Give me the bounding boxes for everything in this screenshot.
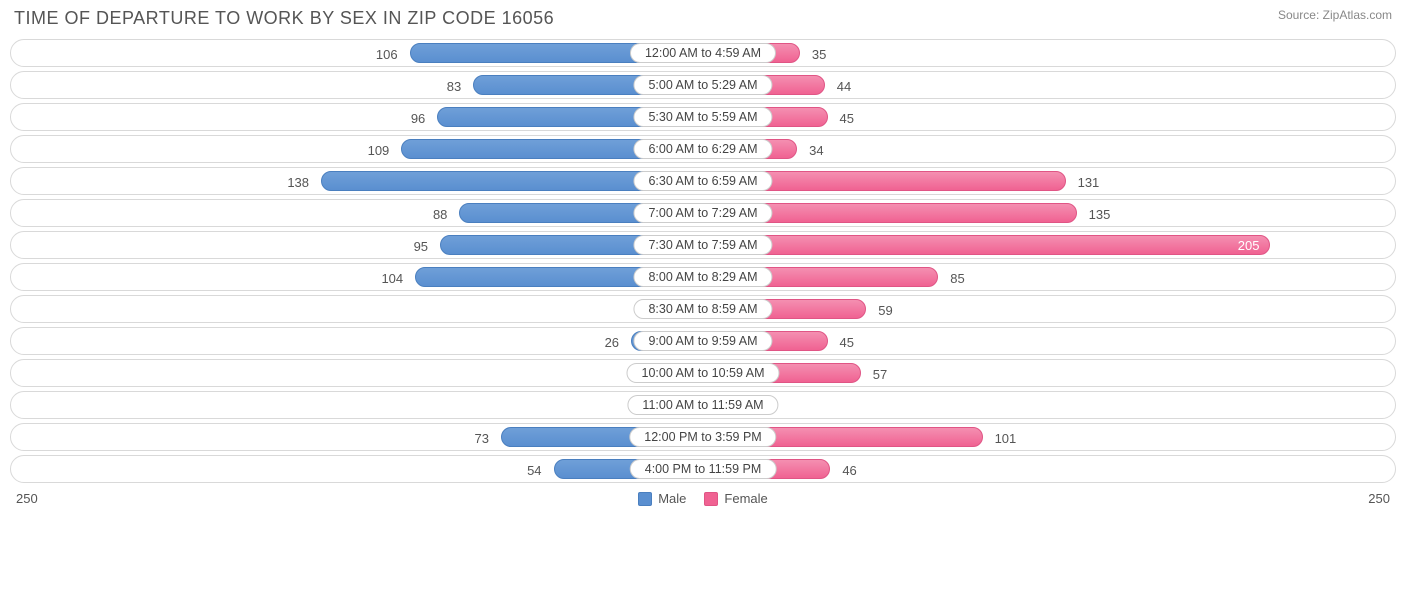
chart-row: 95 205 7:30 AM to 7:59 AM — [10, 231, 1396, 259]
chart-footer: 250 Male Female 250 — [10, 487, 1396, 514]
male-value-label: 88 — [425, 207, 455, 222]
chart-row: 88 135 7:00 AM to 7:29 AM — [10, 199, 1396, 227]
time-range-label: 6:00 AM to 6:29 AM — [633, 139, 772, 159]
chart-row: 7311:00 AM to 11:59 AM — [10, 391, 1396, 419]
female-value-label: 46 — [834, 463, 864, 478]
male-value-label: 95 — [406, 239, 436, 254]
time-range-label: 10:00 AM to 10:59 AM — [627, 363, 780, 383]
male-value-label: 106 — [368, 47, 406, 62]
female-value-label: 101 — [987, 431, 1025, 446]
female-bar: 205 — [703, 235, 1270, 255]
chart-row: 7598:30 AM to 8:59 AM — [10, 295, 1396, 323]
female-value-label: 34 — [801, 143, 831, 158]
legend: Male Female — [638, 491, 768, 506]
female-value-label: 44 — [829, 79, 859, 94]
chart-title: TIME OF DEPARTURE TO WORK BY SEX IN ZIP … — [14, 8, 554, 29]
diverging-bar-chart: 106 35 12:00 AM to 4:59 AM 83 44 5:00 AM to 5… — [10, 39, 1396, 483]
female-value-label: 35 — [804, 47, 834, 62]
female-value-label: 131 — [1070, 175, 1108, 190]
chart-header: TIME OF DEPARTURE TO WORK BY SEX IN ZIP … — [10, 8, 1396, 29]
male-value-label: 138 — [279, 175, 317, 190]
male-value-label: 73 — [466, 431, 496, 446]
time-range-label: 6:30 AM to 6:59 AM — [633, 171, 772, 191]
axis-left-max: 250 — [16, 491, 38, 506]
female-value-label: 135 — [1081, 207, 1119, 222]
chart-row: 109 34 6:00 AM to 6:29 AM — [10, 135, 1396, 163]
time-range-label: 9:00 AM to 9:59 AM — [633, 331, 772, 351]
chart-row: 138 131 6:30 AM to 6:59 AM — [10, 167, 1396, 195]
female-swatch — [704, 492, 718, 506]
time-range-label: 8:00 AM to 8:29 AM — [633, 267, 772, 287]
chart-row: 104 85 8:00 AM to 8:29 AM — [10, 263, 1396, 291]
chart-row: 135710:00 AM to 10:59 AM — [10, 359, 1396, 387]
time-range-label: 5:30 AM to 5:59 AM — [633, 107, 772, 127]
male-value-label: 96 — [403, 111, 433, 126]
chart-source: Source: ZipAtlas.com — [1278, 8, 1392, 22]
time-range-label: 7:30 AM to 7:59 AM — [633, 235, 772, 255]
female-value-label: 45 — [832, 111, 862, 126]
chart-row: 73 101 12:00 PM to 3:59 PM — [10, 423, 1396, 451]
female-value-label: 59 — [870, 303, 900, 318]
male-value-label: 26 — [597, 335, 627, 350]
female-value-label: 85 — [942, 271, 972, 286]
male-value-label: 109 — [360, 143, 398, 158]
time-range-label: 8:30 AM to 8:59 AM — [633, 299, 772, 319]
chart-row: 83 44 5:00 AM to 5:29 AM — [10, 71, 1396, 99]
legend-male-label: Male — [658, 491, 686, 506]
legend-female-label: Female — [724, 491, 767, 506]
legend-item-female: Female — [704, 491, 767, 506]
female-value-label: 205 — [1228, 238, 1270, 253]
time-range-label: 11:00 AM to 11:59 AM — [627, 395, 778, 415]
chart-row: 26 45 9:00 AM to 9:59 AM — [10, 327, 1396, 355]
female-value-label: 45 — [832, 335, 862, 350]
male-value-label: 83 — [439, 79, 469, 94]
legend-item-male: Male — [638, 491, 686, 506]
time-range-label: 4:00 PM to 11:59 PM — [630, 459, 777, 479]
male-swatch — [638, 492, 652, 506]
time-range-label: 7:00 AM to 7:29 AM — [633, 203, 772, 223]
chart-row: 54 46 4:00 PM to 11:59 PM — [10, 455, 1396, 483]
male-value-label: 104 — [373, 271, 411, 286]
time-range-label: 12:00 PM to 3:59 PM — [629, 427, 776, 447]
female-value-label: 57 — [865, 367, 895, 382]
chart-row: 96 45 5:30 AM to 5:59 AM — [10, 103, 1396, 131]
time-range-label: 12:00 AM to 4:59 AM — [630, 43, 776, 63]
male-value-label: 54 — [519, 463, 549, 478]
time-range-label: 5:00 AM to 5:29 AM — [633, 75, 772, 95]
chart-row: 106 35 12:00 AM to 4:59 AM — [10, 39, 1396, 67]
axis-right-max: 250 — [1368, 491, 1390, 506]
